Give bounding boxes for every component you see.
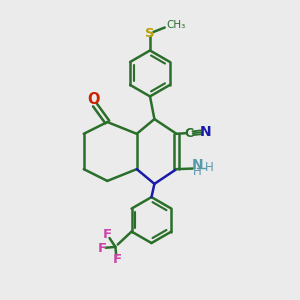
Text: F: F bbox=[103, 228, 112, 241]
Text: N: N bbox=[200, 125, 212, 139]
Text: S: S bbox=[145, 27, 155, 40]
Text: N: N bbox=[191, 158, 203, 172]
Text: C: C bbox=[184, 127, 194, 140]
Text: F: F bbox=[98, 242, 107, 255]
Text: F: F bbox=[112, 253, 122, 266]
Text: CH₃: CH₃ bbox=[167, 20, 186, 30]
Text: H: H bbox=[205, 161, 214, 175]
Text: H: H bbox=[193, 165, 202, 178]
Text: O: O bbox=[87, 92, 100, 107]
